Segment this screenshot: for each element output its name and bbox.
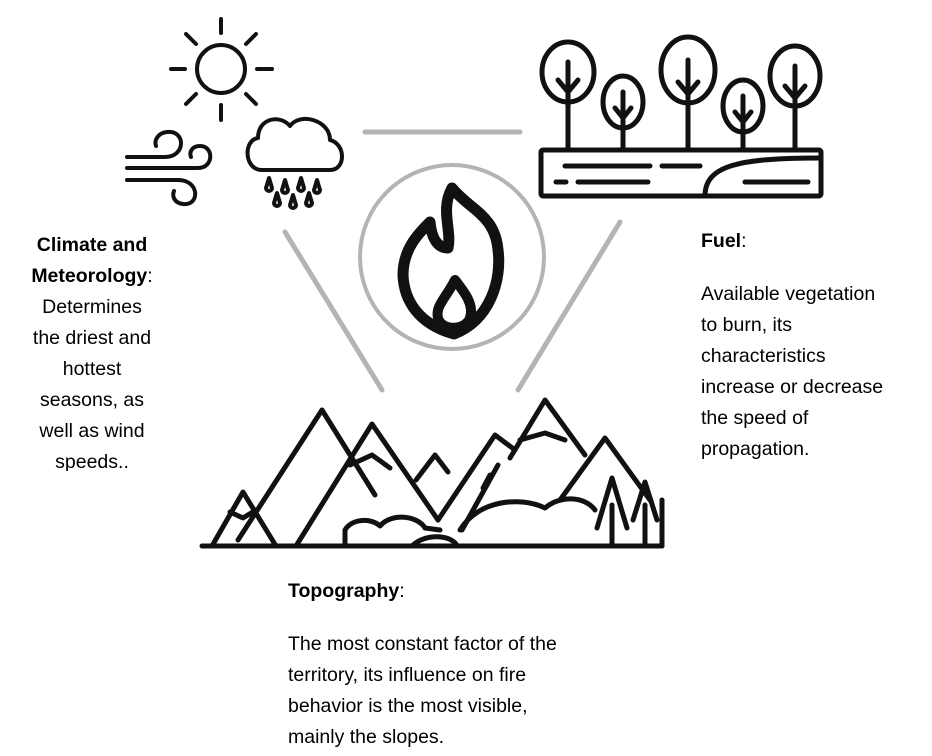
climate-title-colon: :: [147, 265, 153, 287]
topography-title-colon: :: [399, 580, 405, 602]
fire-icon-inner-flame: [432, 275, 476, 333]
climate-title-line2: Meteorology:: [18, 261, 166, 292]
fuel-description-line: the speed of: [701, 407, 809, 429]
topography-description-line: behavior is the most visible,: [288, 695, 528, 717]
mountains-icon: [199, 397, 665, 549]
climate-title-line1: Climate and: [36, 234, 148, 256]
climate-factor-text: Climate and Meteorology: Determines the …: [18, 230, 166, 471]
fuel-description-line: increase or decrease: [701, 376, 884, 398]
topography-description-line: The most constant factor of the: [288, 633, 557, 655]
topography-factor-text: Topography: The most constant factor of …: [288, 576, 618, 753]
climate-description-line: seasons, as: [39, 389, 145, 411]
climate-title: Meteorology: [31, 265, 148, 287]
topography-heading: Topography:: [288, 576, 618, 607]
topography-description-line: territory, its influence on fire: [288, 664, 527, 686]
fire-icon: [358, 163, 546, 351]
sun-icon: [169, 17, 274, 122]
climate-description-line: hottest: [62, 358, 122, 380]
fuel-title-colon: :: [741, 230, 747, 252]
connector-lines: [282, 129, 623, 393]
fuel-description-line: to burn, its: [701, 314, 793, 336]
fire-icon-outer-flame: [397, 182, 505, 340]
topography-title: Topography: [288, 580, 400, 602]
climate-description-line: speeds..: [55, 451, 129, 471]
topography-description-line: mainly the slopes.: [288, 726, 445, 748]
rain-cloud-icon: [245, 116, 344, 210]
fuel-title: Fuel: [701, 230, 742, 252]
fire-icon-ring: [358, 163, 546, 351]
fuel-heading: Fuel:: [701, 226, 921, 257]
climate-description-line: Determines: [42, 296, 142, 318]
connector-fuel-topography: [515, 219, 623, 393]
forest-icon: [538, 34, 824, 199]
wind-icon: [125, 129, 213, 207]
climate-description-line: the driest and: [32, 327, 152, 349]
climate-text-clip: Climate and Meteorology: Determines the …: [18, 230, 166, 471]
fuel-factor-text: Fuel: Available vegetation to burn, its …: [701, 226, 921, 465]
connector-climate-topography: [282, 229, 385, 393]
fuel-description-line: propagation.: [701, 438, 810, 460]
fuel-description-line: Available vegetation: [701, 283, 876, 305]
climate-description-line: well as wind: [39, 420, 145, 442]
fuel-description-line: characteristics: [701, 345, 826, 367]
